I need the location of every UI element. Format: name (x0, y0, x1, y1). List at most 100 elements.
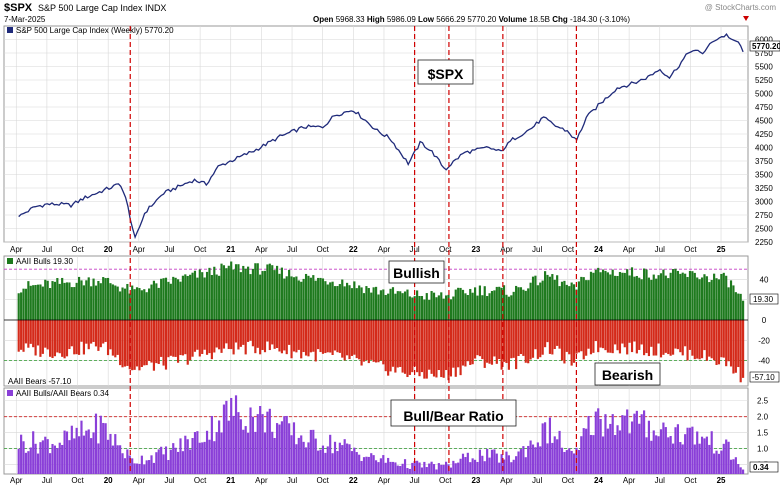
ratio-bar (362, 457, 366, 474)
ratio-bar (220, 432, 223, 474)
bulls-bar (370, 292, 373, 320)
bulls-bar (36, 284, 40, 320)
ratio-bar (611, 414, 614, 474)
ratio-bar (614, 435, 617, 474)
ratio-bar (490, 449, 494, 474)
ratio-bar (104, 423, 107, 474)
ratio-bar (343, 439, 346, 474)
bears-bar (372, 319, 375, 362)
ratio-bar (172, 443, 175, 474)
bulls-bar (292, 277, 296, 320)
ratio-bar (34, 443, 37, 474)
ratio-bar (495, 453, 498, 474)
bears-bar (384, 319, 387, 372)
bears-bar (230, 319, 233, 350)
bulls-bar (135, 287, 139, 320)
price-y-tick-label: 5500 (755, 63, 773, 72)
ratio-bar (41, 440, 44, 474)
ratio-bar (498, 462, 501, 474)
spx-annotation-box (417, 59, 474, 85)
bulls-bar (333, 286, 337, 320)
x-tick-label: 22 (349, 476, 358, 485)
bulls-bar (461, 289, 465, 320)
bears-bar (616, 319, 619, 351)
bullish-annotation-box (388, 260, 445, 284)
bears-bar (85, 319, 88, 344)
bulls-bar (713, 273, 716, 320)
bears-bar (592, 319, 595, 353)
bulls-bar (435, 297, 438, 320)
bulls-bar (592, 272, 595, 320)
bulls-bar (558, 286, 561, 320)
ratio-bar (268, 408, 271, 474)
ratio-bar (75, 427, 78, 474)
bears-bar (220, 319, 223, 353)
ratio-y-tick-label: 2.5 (757, 397, 769, 406)
price-y-tick-label: 4250 (755, 130, 773, 139)
bulls-bar (353, 281, 356, 320)
bears-bar (278, 319, 281, 352)
ratio-bar (454, 463, 457, 474)
bulls-bar (553, 279, 556, 320)
bulls-bar (213, 266, 216, 320)
ratio-bar (336, 451, 339, 474)
watermark: @ StockCharts.com (705, 3, 777, 12)
ratio-bar (53, 445, 57, 474)
ratio-bar (244, 426, 247, 474)
bulls-bar (717, 279, 721, 320)
bears-bar (674, 319, 677, 349)
ratio-bar (720, 450, 723, 474)
bulls-bar (309, 277, 312, 320)
bears-bar (391, 319, 395, 367)
bulls-bar (742, 300, 745, 320)
bears-bar (232, 319, 235, 355)
bulls-bar (428, 299, 431, 320)
bears-bar (61, 319, 64, 357)
bulls-bar (732, 285, 735, 320)
bears-bar (585, 319, 588, 356)
ratio-bar (292, 422, 296, 474)
bears-bar (319, 319, 322, 353)
bulls-bar (314, 280, 317, 320)
bears-last-label: -57.10 (752, 373, 775, 382)
ratio-bar (529, 440, 532, 474)
ratio-bar (94, 413, 98, 474)
bears-bar (234, 319, 238, 343)
bulls-bar (131, 285, 134, 320)
price-y-tick-label: 3250 (755, 184, 773, 193)
ratio-bar (551, 442, 554, 474)
bulls-bar (278, 273, 281, 320)
bulls-bar (203, 277, 206, 320)
bulls-bar (104, 278, 107, 320)
bulls-bar (727, 287, 730, 320)
bears-bar (531, 319, 535, 358)
ratio-bar (169, 449, 172, 474)
ratio-bar (285, 415, 288, 474)
ratio-bar (128, 455, 131, 474)
ratio-bar (524, 457, 527, 474)
bears-bar (502, 319, 506, 362)
ratio-bar (635, 410, 638, 474)
bears-bar (483, 319, 486, 368)
ratio-bar (283, 416, 286, 474)
bulls-bar (312, 275, 315, 320)
ratio-bar (145, 460, 148, 474)
bears-bar (275, 319, 279, 348)
bears-bar (256, 319, 259, 348)
bulls-bar (551, 274, 554, 320)
ratio-bar (650, 440, 653, 474)
ratio-bar (203, 441, 206, 474)
ratio-bar (114, 434, 117, 474)
x-tick-label: Oct (71, 245, 84, 254)
bears-bar (222, 319, 226, 349)
bulls-bar (321, 278, 325, 320)
bulls-bar (652, 274, 655, 320)
bulls-bar (208, 267, 211, 320)
ratio-bar (46, 439, 49, 474)
bears-bar (432, 319, 436, 377)
ratio-bar (659, 429, 663, 474)
bears-bar (205, 319, 209, 355)
bulls-bar (563, 280, 566, 320)
bulls-bar (164, 277, 168, 320)
ratio-bar (317, 450, 320, 474)
